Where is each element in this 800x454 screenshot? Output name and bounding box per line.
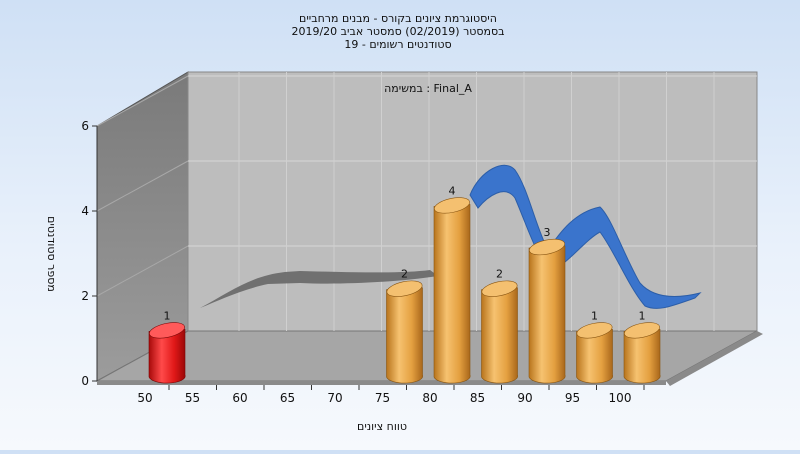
y-axis-label: מספר סטודנטים: [45, 216, 58, 292]
x-tick-label-90: 90: [517, 391, 532, 405]
chart-title-line-1: היסטוגרמת ציונים בקורס - מבנים מרחביים: [299, 12, 497, 25]
bar-label-75: 2: [401, 268, 408, 281]
y-axis-ticks: 0 2 4 6: [81, 119, 97, 388]
floor-front-edge: [97, 381, 666, 385]
gridline-y-2: [96, 245, 757, 297]
bar-80: 4: [433, 184, 471, 384]
x-tick-label-65: 65: [280, 391, 295, 405]
x-tick-label-95: 95: [565, 391, 580, 405]
floor-edge: [666, 331, 763, 386]
bar-95: 1: [576, 309, 613, 384]
bar-90: 3: [528, 226, 566, 384]
gridlines: [96, 72, 757, 331]
x-tick-label-60: 60: [232, 391, 247, 405]
chart-title-line-3: סטודנטים רשומים - 19: [344, 38, 451, 51]
x-tick-label-75: 75: [375, 391, 390, 405]
x-tick-label-55: 55: [185, 391, 200, 405]
bar-85: 2: [481, 268, 518, 384]
bar-label-85: 2: [496, 268, 503, 281]
x-tick-label-85: 85: [470, 391, 485, 405]
task-label: במשימה : Final_A: [384, 82, 472, 95]
x-tick-label-70: 70: [327, 391, 342, 405]
bar-label-95: 1: [591, 309, 598, 322]
bar-label-100: 1: [639, 309, 646, 322]
y-tick-label-0: 0: [81, 374, 89, 388]
y-tick-label-6: 6: [81, 119, 89, 133]
bar-75: 2: [386, 268, 423, 384]
bar-label-80: 4: [449, 184, 456, 197]
y-tick-label-4: 4: [81, 204, 89, 218]
back-curve: [200, 270, 438, 308]
bar-100: 1: [623, 309, 661, 384]
x-tick-label-100: 100: [609, 391, 632, 405]
bars: 1 2 4 2 3 1 1: [148, 184, 661, 384]
bar-50: 1: [148, 309, 186, 384]
x-axis-label: טווח ציונים: [357, 420, 407, 433]
chart-title-line-2: בסמסטר (02/2019) סמסטר אביב 2019/20: [291, 25, 504, 38]
back-wall: [187, 71, 758, 332]
x-tick-label-50: 50: [137, 391, 152, 405]
gridline-y-6: [96, 75, 757, 127]
gridline-y-4: [96, 160, 757, 212]
y-tick-label-2: 2: [81, 289, 89, 303]
x-tick-label-80: 80: [422, 391, 437, 405]
bar-label-90: 3: [544, 226, 551, 239]
x-axis-ticks: 50 55 60 65 70 75 80 85 90 95 100: [137, 385, 645, 405]
bar-label-50: 1: [164, 309, 171, 322]
